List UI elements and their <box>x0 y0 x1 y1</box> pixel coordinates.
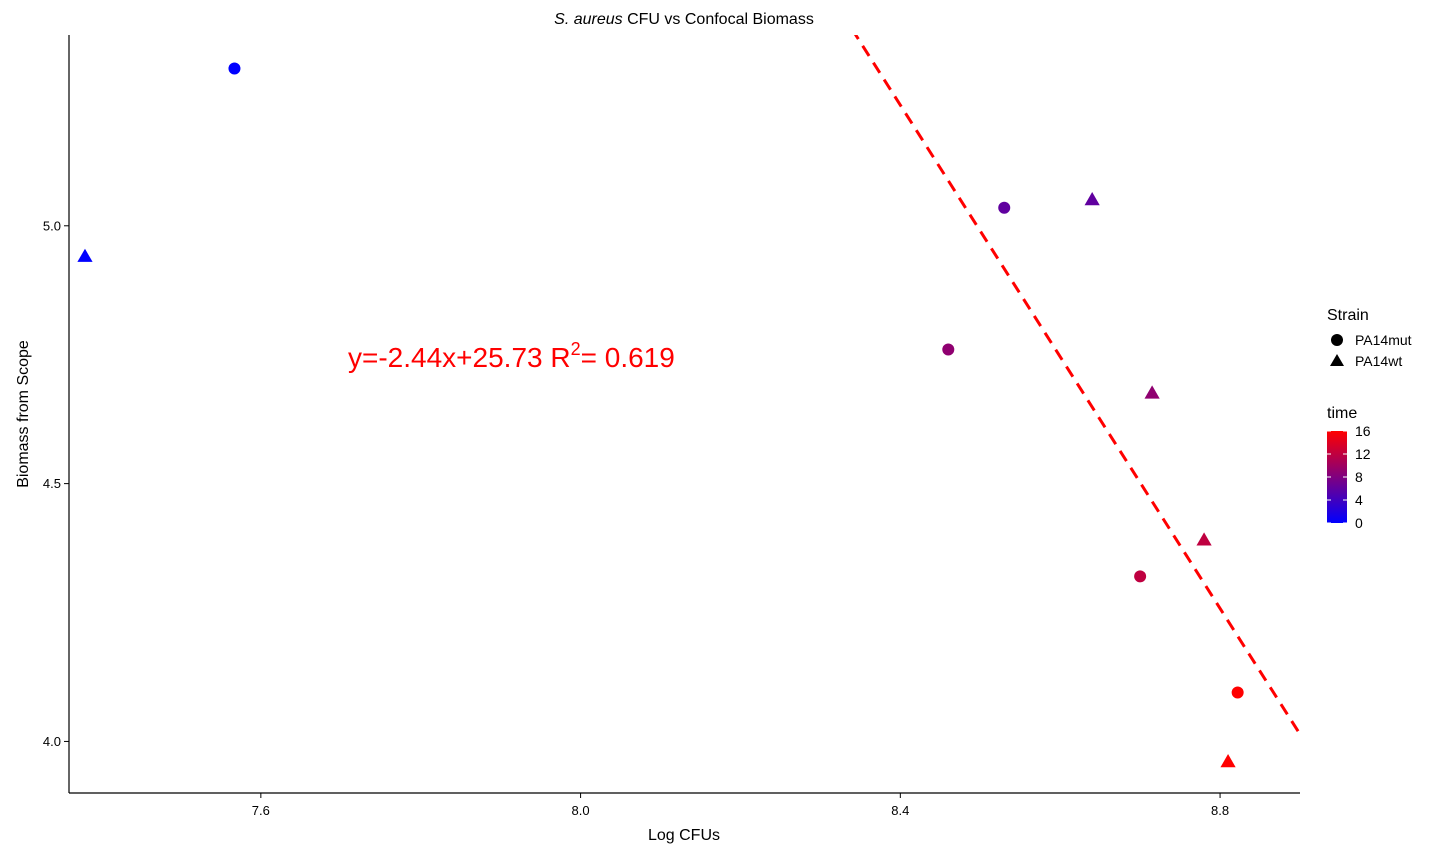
y-tick-label: 4.5 <box>43 476 61 491</box>
y-tick-label: 5.0 <box>43 218 61 233</box>
equation-tail: = 0.619 <box>581 342 675 373</box>
colorbar-tick-label: 12 <box>1355 446 1371 462</box>
trendline <box>853 35 1300 736</box>
legend-strain-title: Strain <box>1327 307 1369 324</box>
x-tick-label: 8.0 <box>572 803 590 818</box>
time-colorbar <box>1327 431 1347 523</box>
data-point-triangle <box>1196 532 1212 546</box>
legend-circle-icon <box>1331 334 1343 346</box>
x-axis-title: Log CFUs <box>648 827 720 844</box>
data-point-triangle <box>1220 754 1236 768</box>
data-point-triangle <box>1084 192 1100 206</box>
equation-sup: 2 <box>571 339 581 359</box>
data-point-circle <box>942 343 955 356</box>
y-axis-title: Biomass from Scope <box>15 340 32 488</box>
legend-strain-label-0: PA14mut <box>1355 332 1412 348</box>
colorbar-tick-label: 8 <box>1355 469 1363 485</box>
chart-title-rest: CFU vs Confocal Biomass <box>623 11 814 28</box>
regression-equation: y=-2.44x+25.73 R2= 0.619 <box>348 339 675 373</box>
legend-strain-label-1: PA14wt <box>1355 353 1402 369</box>
colorbar-tick-label: 0 <box>1355 515 1363 531</box>
data-point-circle <box>1134 570 1147 583</box>
data-point-triangle <box>77 248 93 262</box>
data-point-circle <box>998 201 1011 214</box>
legend-triangle-icon <box>1330 354 1344 366</box>
x-axis-ticks: 7.6 8.0 8.4 8.8 <box>252 793 1229 818</box>
chart-title: S. aureus CFU vs Confocal Biomass <box>554 11 814 28</box>
x-tick-label: 8.8 <box>1211 803 1229 818</box>
data-point-circle <box>228 62 241 75</box>
legend-time: time 16 12 8 4 0 <box>1327 405 1371 531</box>
colorbar-ticks: 16 12 8 4 0 <box>1327 423 1371 531</box>
data-point-triangle <box>1144 385 1160 399</box>
y-tick-label: 4.0 <box>43 734 61 749</box>
legend-strain: Strain PA14mut PA14wt <box>1327 307 1412 369</box>
chart-title-italic: S. aureus <box>554 11 622 28</box>
data-points <box>77 62 1244 768</box>
x-tick-label: 7.6 <box>252 803 270 818</box>
legend-time-title: time <box>1327 405 1357 422</box>
data-point-circle <box>1231 686 1244 699</box>
y-axis-ticks: 4.0 4.5 5.0 <box>43 218 69 749</box>
colorbar-tick-label: 4 <box>1355 492 1363 508</box>
x-tick-label: 8.4 <box>891 803 909 818</box>
equation-main: y=-2.44x+25.73 R <box>348 342 571 373</box>
colorbar-tick-label: 16 <box>1355 423 1371 439</box>
